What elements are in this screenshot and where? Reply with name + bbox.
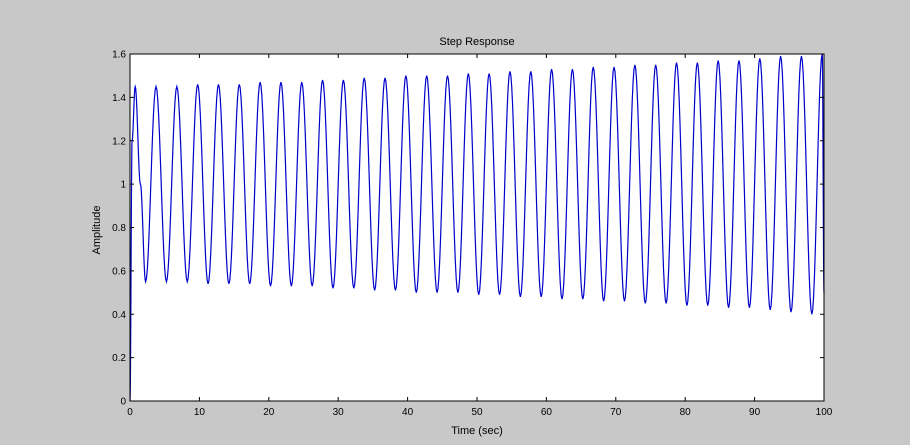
x-axis-label: Time (sec)	[451, 425, 503, 437]
x-tick-label: 60	[541, 407, 553, 418]
x-tick-label: 70	[610, 407, 622, 418]
y-tick-label: 0.2	[112, 353, 126, 364]
x-tick-label: 100	[816, 407, 833, 418]
x-tick-label: 10	[194, 407, 206, 418]
x-tick-label: 40	[402, 407, 414, 418]
x-tick-label: 20	[263, 407, 275, 418]
plot-area	[130, 54, 824, 401]
x-tick-label: 30	[333, 407, 345, 418]
x-tick-label: 0	[127, 407, 133, 418]
x-tick-label: 50	[471, 407, 483, 418]
chart-title: Step Response	[439, 36, 514, 48]
x-tick-label: 90	[749, 407, 761, 418]
y-tick-label: 1.2	[112, 136, 126, 147]
x-tick-label: 80	[680, 407, 692, 418]
tick-layer: 0 10 20 30 40 50 60 70 80 90 100 0 0.2 0.4 0.6 0.8 1 1.2 1…	[112, 50, 833, 419]
y-tick-label: 1	[120, 180, 126, 191]
y-tick-label: 0.4	[112, 310, 126, 321]
y-tick-label: 0.6	[112, 266, 126, 277]
y-tick-label: 1.4	[112, 93, 126, 104]
curve-layer	[129, 53, 825, 402]
y-tick-label: 1.6	[112, 50, 126, 61]
series-line	[129, 53, 825, 402]
y-tick-label: 0	[120, 397, 126, 408]
y-tick-label: 0.8	[112, 223, 126, 234]
y-axis-label: Amplitude	[91, 206, 103, 255]
